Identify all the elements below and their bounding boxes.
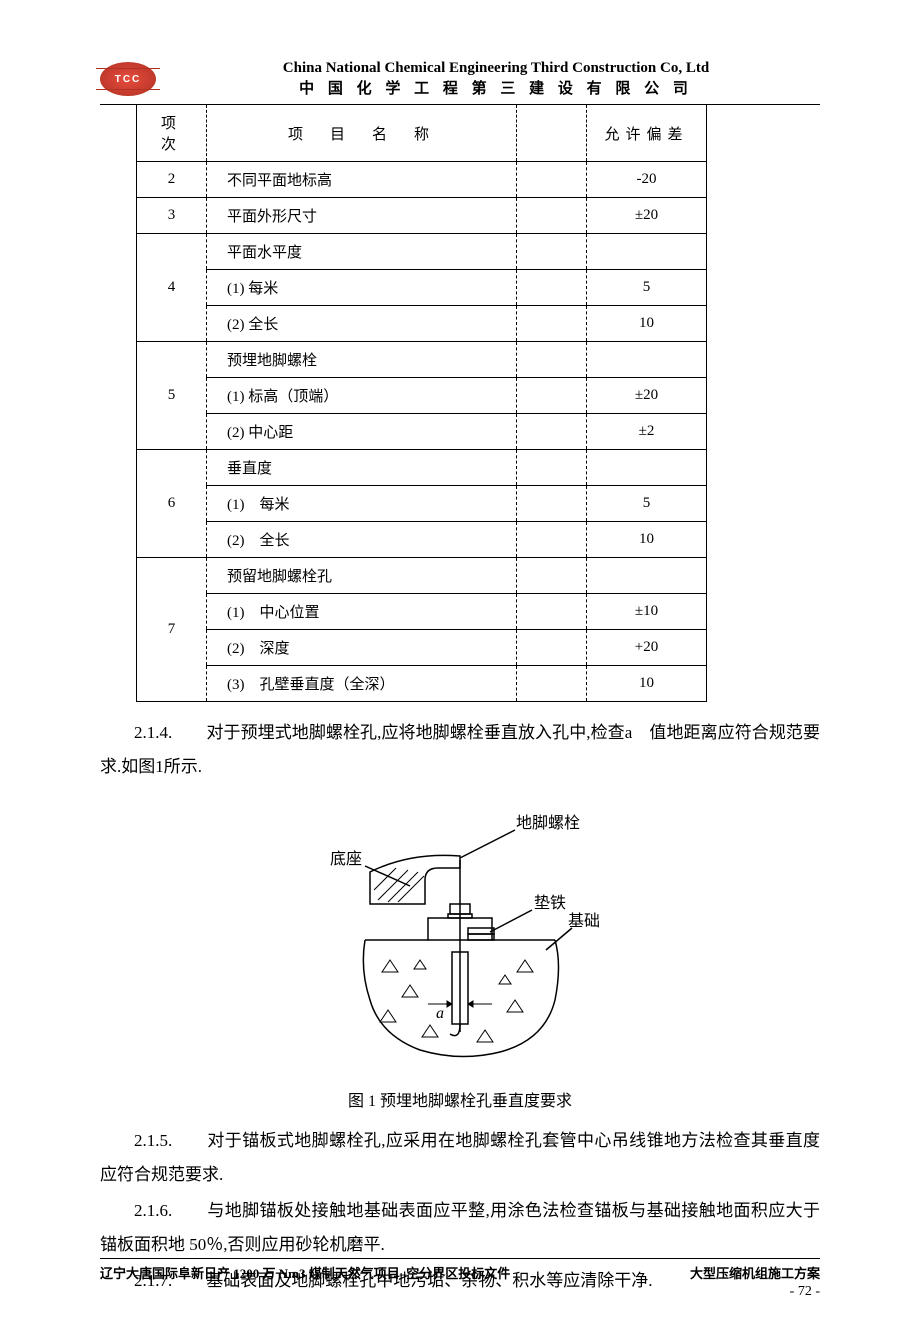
table-cell-name: (2) 全长 [207, 306, 517, 342]
table-cell-name: 预埋地脚螺栓 [207, 342, 517, 378]
table-cell-dev [587, 558, 707, 594]
footer-divider [100, 1258, 820, 1259]
table-cell-spacer [517, 234, 587, 270]
table-cell-spacer [517, 666, 587, 702]
table-cell-name: (1) 标高（顶端） [207, 378, 517, 414]
th-index: 项次 [137, 105, 207, 162]
table-cell-name: (2) 中心距 [207, 414, 517, 450]
logo-text: TCC [115, 74, 142, 85]
para-215: 2.1.5. 对于锚板式地脚螺栓孔,应采用在地脚螺栓孔套管中心吊线锥地方法检查其… [100, 1124, 820, 1192]
company-name-cn: 中 国 化 学 工 程 第 三 建 设 有 限 公 司 [172, 77, 820, 98]
table-cell-spacer [517, 342, 587, 378]
svg-text:a: a [436, 1005, 444, 1022]
table-cell-name: (1) 中心位置 [207, 594, 517, 630]
th-spacer [517, 105, 587, 162]
table-cell-name: 不同平面地标高 [207, 162, 517, 198]
body-text: 2.1.4. 对于预埋式地脚螺栓孔,应将地脚螺栓垂直放入孔中,检查a 值地距离应… [100, 716, 820, 1298]
table-cell-dev [587, 342, 707, 378]
page-footer: 辽宁大唐国际阜新日产 1200 万 Nm3 煤制天然气项目–空分界区投标文件 大… [100, 1258, 820, 1300]
table-cell-spacer [517, 306, 587, 342]
header-title-block: China National Chemical Engineering Thir… [172, 60, 820, 98]
para-216: 2.1.6. 与地脚锚板处接触地基础表面应平整,用涂色法检查锚板与基础接触地面积… [100, 1194, 820, 1262]
table-cell-spacer [517, 558, 587, 594]
table-cell-idx: 4 [137, 234, 207, 342]
table-cell-spacer [517, 198, 587, 234]
label-base: 底座 [330, 850, 362, 868]
table-cell-name: 垂直度 [207, 450, 517, 486]
logo-icon: TCC [100, 62, 156, 96]
page-header: TCC China National Chemical Engineering … [100, 60, 820, 98]
table-cell-spacer [517, 270, 587, 306]
th-name: 项 目 名 称 [207, 105, 517, 162]
table-cell-dev: 5 [587, 270, 707, 306]
table-cell-dev: ±2 [587, 414, 707, 450]
table-cell-spacer [517, 522, 587, 558]
table-cell-dev [587, 234, 707, 270]
table-cell-spacer [517, 630, 587, 666]
table-cell-spacer [517, 450, 587, 486]
table-cell-dev: 10 [587, 522, 707, 558]
table-cell-dev [587, 450, 707, 486]
table-cell-spacer [517, 486, 587, 522]
table-cell-name: (3) 孔壁垂直度（全深） [207, 666, 517, 702]
table-cell-idx: 5 [137, 342, 207, 450]
tolerance-table: 项次 项 目 名 称 允许偏差 2不同平面地标高 -20 3平面外形尺寸 ±20 4平面… [136, 105, 707, 702]
figure-caption: 图 1 预埋地脚螺栓孔垂直度要求 [100, 1086, 820, 1118]
table-cell-dev: -20 [587, 162, 707, 198]
table-cell-idx: 3 [137, 198, 207, 234]
anchor-bolt-diagram: 地脚螺栓 底座 垫铁 基础 a [310, 800, 610, 1080]
table-cell-spacer [517, 162, 587, 198]
table-cell-dev: +20 [587, 630, 707, 666]
table-cell-spacer [517, 414, 587, 450]
table-cell-spacer [517, 378, 587, 414]
table-cell-name: (2) 深度 [207, 630, 517, 666]
table-cell-dev: ±10 [587, 594, 707, 630]
footer-right: 大型压缩机组施工方案 [690, 1263, 820, 1282]
page-number: - 72 - [100, 1284, 820, 1300]
table-cell-name: (1) 每米 [207, 270, 517, 306]
table-cell-dev: ±20 [587, 198, 707, 234]
table-cell-dev: 5 [587, 486, 707, 522]
table-cell-name: (1) 每米 [207, 486, 517, 522]
table-cell-name: 平面外形尺寸 [207, 198, 517, 234]
table-cell-spacer [517, 594, 587, 630]
table-cell-name: 预留地脚螺栓孔 [207, 558, 517, 594]
label-foundation: 基础 [568, 912, 600, 930]
table-cell-dev: 10 [587, 306, 707, 342]
company-name-en: China National Chemical Engineering Thir… [172, 60, 820, 77]
th-deviation: 允许偏差 [587, 105, 707, 162]
table-cell-idx: 2 [137, 162, 207, 198]
para-214: 2.1.4. 对于预埋式地脚螺栓孔,应将地脚螺栓垂直放入孔中,检查a 值地距离应… [100, 716, 820, 784]
table-cell-dev: 10 [587, 666, 707, 702]
table-cell-idx: 6 [137, 450, 207, 558]
table-cell-name: 平面水平度 [207, 234, 517, 270]
label-bolt: 地脚螺栓 [516, 814, 580, 832]
label-shim: 垫铁 [534, 894, 566, 912]
figure-1: 地脚螺栓 底座 垫铁 基础 a 图 1 预埋地脚螺栓孔垂直度要求 [100, 800, 820, 1118]
table-cell-idx: 7 [137, 558, 207, 702]
footer-left: 辽宁大唐国际阜新日产 1200 万 Nm3 煤制天然气项目–空分界区投标文件 [100, 1263, 510, 1282]
table-cell-name: (2) 全长 [207, 522, 517, 558]
table-cell-dev: ±20 [587, 378, 707, 414]
